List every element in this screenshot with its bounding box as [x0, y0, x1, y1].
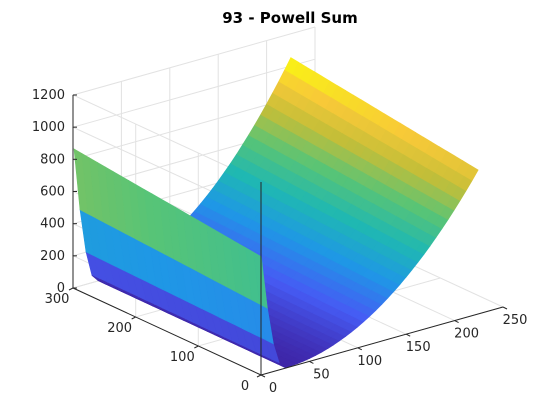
x-tick-mark [309, 360, 314, 364]
y-tick-label: 200 [107, 321, 132, 336]
x-tick-label: 50 [313, 367, 330, 382]
chart-title: 93 - Powell Sum [222, 9, 358, 27]
y-tick-mark [256, 374, 262, 378]
y-tick-label: 0 [241, 379, 249, 394]
x-tick-label: 0 [269, 381, 277, 396]
x-tick-mark [357, 347, 363, 351]
x-tick-label: 200 [454, 327, 479, 342]
surface-patch [463, 164, 479, 181]
x-tick-label: 250 [503, 313, 528, 328]
x-tick-label: 150 [406, 340, 431, 355]
y-tick-label: 100 [170, 350, 195, 365]
y-tick-mark [131, 316, 136, 320]
z-tick-label: 200 [40, 249, 65, 264]
axes: 0501001502002500100200300020040060080010… [32, 88, 528, 396]
y-tick-mark [194, 345, 199, 349]
x-tick-label: 100 [357, 354, 382, 369]
y-axis-line [72, 287, 262, 376]
surface-plot [73, 57, 479, 369]
z-tick-label: 1000 [32, 120, 65, 135]
x-tick-mark [502, 306, 508, 310]
x-tick-mark [454, 320, 459, 324]
z-tick-label: 400 [40, 217, 65, 232]
surface-patch [253, 251, 268, 309]
z-tick-label: 0 [57, 281, 65, 296]
x-tick-mark [260, 374, 266, 378]
z-tick-label: 600 [40, 185, 65, 200]
y-tick-mark [68, 287, 74, 291]
y-tick-label: 300 [45, 292, 70, 307]
x-tick-mark [405, 333, 411, 337]
z-tick-label: 800 [40, 152, 65, 167]
z-tick-label: 1200 [32, 88, 65, 103]
x-axis-line [260, 306, 504, 376]
